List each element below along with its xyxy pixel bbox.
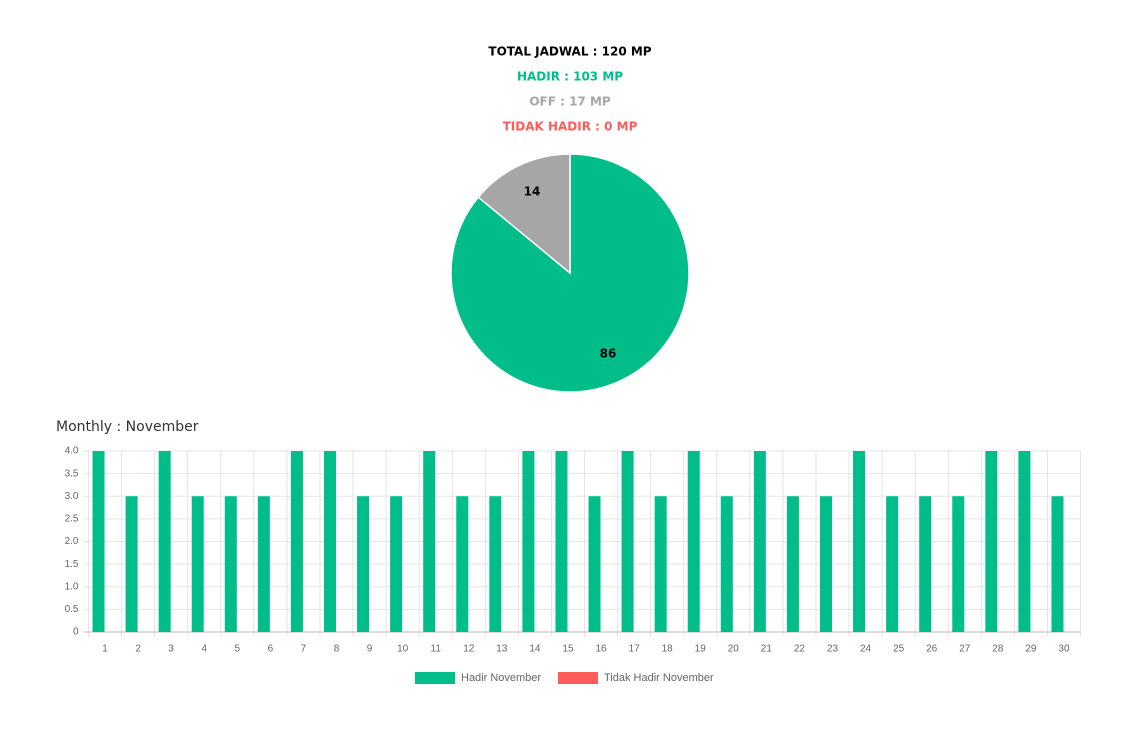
bar: [158, 451, 171, 632]
legend-label: Tidak Hadir November: [604, 672, 714, 684]
bar: [720, 496, 733, 632]
bar: [952, 496, 965, 632]
summary-line: TIDAK HADIR : 0 MP: [503, 120, 638, 134]
bar: [522, 451, 535, 632]
bar: [555, 451, 568, 632]
legend-label: Hadir November: [461, 672, 541, 684]
y-tick-label: 0: [73, 627, 79, 638]
x-tick-label: 5: [235, 644, 241, 655]
x-tick-label: 7: [301, 644, 307, 655]
y-tick-label: 1.0: [65, 581, 79, 592]
x-tick-label: 3: [168, 644, 174, 655]
x-tick-label: 20: [728, 644, 740, 655]
x-tick-label: 30: [1058, 644, 1070, 655]
bar: [92, 451, 105, 632]
x-tick-label: 27: [959, 644, 971, 655]
bar: [1051, 496, 1064, 632]
bar: [1018, 451, 1031, 632]
pie-label: 86: [600, 346, 617, 360]
x-tick-label: 18: [662, 644, 674, 655]
x-tick-label: 2: [135, 644, 141, 655]
bar: [290, 451, 303, 632]
x-tick-label: 1: [102, 644, 108, 655]
x-tick-label: 26: [926, 644, 938, 655]
y-tick-label: 0.5: [65, 604, 79, 615]
bar: [985, 451, 998, 632]
bar: [687, 451, 700, 632]
bar: [224, 496, 237, 632]
x-tick-label: 25: [893, 644, 905, 655]
x-tick-label: 13: [496, 644, 508, 655]
bar: [786, 496, 799, 632]
x-tick-label: 22: [794, 644, 806, 655]
bar: [489, 496, 502, 632]
pie-slice: [477, 153, 571, 275]
legend-swatch: [415, 672, 455, 684]
x-tick-label: 6: [268, 644, 274, 655]
bar: [588, 496, 601, 632]
bar: [886, 496, 899, 632]
x-tick-label: 8: [334, 644, 340, 655]
bar: [753, 451, 766, 632]
pie-label: 14: [524, 185, 541, 199]
summary-line: HADIR : 103 MP: [517, 70, 623, 84]
x-tick-label: 15: [562, 644, 574, 655]
x-tick-label: 21: [761, 644, 773, 655]
x-tick-label: 9: [367, 644, 373, 655]
bar: [423, 451, 436, 632]
summary-line: OFF : 17 MP: [529, 95, 611, 109]
bar: [654, 496, 667, 632]
summary-line: TOTAL JADWAL : 120 MP: [488, 45, 651, 59]
y-tick-label: 2.5: [65, 514, 79, 525]
bar: [390, 496, 403, 632]
x-tick-label: 10: [397, 644, 409, 655]
bar: [820, 496, 832, 632]
x-tick-label: 11: [431, 644, 442, 655]
chart-title: Monthly : November: [56, 419, 199, 435]
y-tick-label: 2.0: [65, 536, 79, 547]
x-tick-label: 19: [695, 644, 707, 655]
y-tick-label: 4.0: [65, 446, 79, 457]
bar: [621, 451, 634, 632]
x-tick-label: 4: [201, 644, 207, 655]
bar: [257, 496, 270, 632]
x-tick-label: 28: [992, 644, 1004, 655]
bar: [324, 451, 336, 632]
bar: [919, 496, 932, 632]
x-tick-label: 16: [595, 644, 607, 655]
bar: [456, 496, 469, 632]
bar: [125, 496, 138, 632]
x-tick-label: 23: [827, 644, 839, 655]
x-tick-label: 14: [529, 644, 541, 655]
x-tick-label: 17: [629, 644, 641, 655]
y-tick-label: 1.5: [65, 559, 79, 570]
y-tick-label: 3.0: [65, 491, 79, 502]
x-tick-label: 12: [463, 644, 475, 655]
bar: [357, 496, 370, 632]
x-tick-label: 29: [1025, 644, 1037, 655]
x-tick-label: 24: [860, 644, 872, 655]
y-tick-label: 3.5: [65, 468, 79, 479]
bar: [191, 496, 204, 632]
legend-swatch: [558, 672, 598, 684]
bar: [853, 451, 866, 632]
